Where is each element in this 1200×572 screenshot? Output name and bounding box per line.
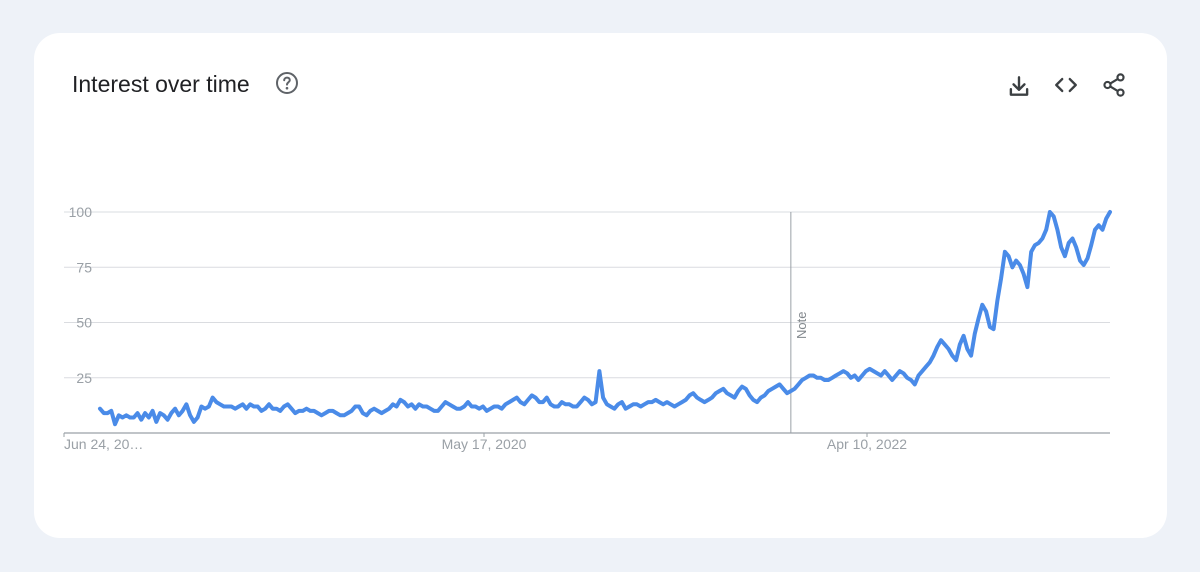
y-tick-label: 100	[69, 204, 93, 220]
series-line	[98, 210, 1112, 427]
embed-code-icon[interactable]	[1053, 72, 1079, 98]
y-tick-label: 75	[76, 259, 92, 275]
help-circle-icon[interactable]	[275, 71, 299, 95]
card-title: Interest over time	[72, 71, 250, 97]
x-tick-label: May 17, 2020	[442, 436, 527, 452]
y-tick-label: 25	[76, 370, 92, 386]
note-label: Note	[794, 312, 809, 339]
interest-over-time-card: Interest over time	[34, 33, 1167, 538]
x-tick-label: Apr 10, 2022	[827, 436, 907, 452]
download-icon[interactable]	[1006, 73, 1032, 99]
share-icon[interactable]	[1101, 72, 1127, 98]
x-tick-label: Jun 24, 20…	[64, 436, 143, 452]
y-tick-label: 50	[76, 315, 92, 331]
